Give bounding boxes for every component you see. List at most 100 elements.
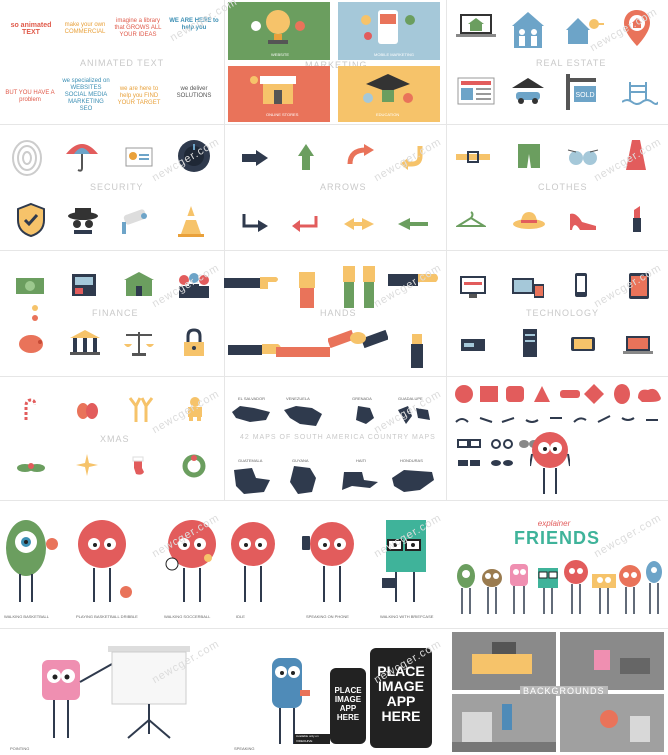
placeholder-line: APP xyxy=(339,704,357,713)
red-phone-character-icon xyxy=(302,522,354,602)
gingerbread-icon xyxy=(188,397,202,421)
blue-speaking-character-icon xyxy=(272,658,310,744)
map-shape-grenada xyxy=(356,406,374,424)
fingerprint-icon xyxy=(12,140,42,176)
section-title: CLOTHES xyxy=(538,182,588,192)
smartphone-icon xyxy=(575,273,587,297)
backgrounds-section: BACKGROUNDS xyxy=(446,628,668,755)
map-shape-guyana xyxy=(290,466,316,494)
text-sample-8: we deliver SOLUTIONS xyxy=(176,86,212,99)
umbrella-icon xyxy=(66,144,98,172)
arrow-u-turn-icon xyxy=(400,146,423,170)
placeholder-line: PLACE xyxy=(334,686,362,695)
traffic-cone-icon xyxy=(178,206,204,237)
sold-sign-icon: SOLD xyxy=(566,74,596,110)
monitor-shape xyxy=(492,642,516,654)
red-character-icon xyxy=(530,432,570,494)
map-shape-honduras xyxy=(392,470,434,492)
wreath-icon xyxy=(182,454,206,478)
character-label: POINTING xyxy=(10,746,30,751)
map-label: GRENADA xyxy=(352,396,372,401)
belt-icon xyxy=(456,151,490,163)
marketing-tile-education: EDUCATION xyxy=(338,66,440,122)
clothes-section: CLOTHES xyxy=(446,124,668,250)
placeholder-line: HERE xyxy=(381,708,421,724)
house-key-icon xyxy=(566,18,604,44)
shapes-icon xyxy=(455,384,661,404)
phone-frame xyxy=(330,668,366,744)
raised-hands-icon xyxy=(343,266,375,308)
placeholder-line: PLACE xyxy=(377,663,425,679)
maps-section: EL SALVADOR VENEZUELA GRENADA GUADALUPE … xyxy=(224,376,446,500)
text-sample-1: so animated TEXT xyxy=(10,22,52,36)
scales-icon xyxy=(124,332,154,356)
media-player-icon xyxy=(461,339,485,351)
padlock-icon xyxy=(184,328,204,356)
section-title: ANIMATED TEXT xyxy=(80,58,165,68)
tablet-screen-text: PLACE IMAGE APP HERE xyxy=(374,664,428,724)
furniture-shape xyxy=(620,658,650,674)
arrow-return-left-icon xyxy=(292,216,318,232)
arrow-left-icon xyxy=(398,218,428,230)
tablet-frame xyxy=(370,648,432,748)
arrow-curve-icon xyxy=(347,144,374,165)
divider xyxy=(0,250,668,251)
character-label: WALKING BASKETBALL xyxy=(4,614,49,619)
newspaper-icon xyxy=(457,77,495,105)
hands-section: HANDS xyxy=(224,250,446,376)
orange-arm-icon xyxy=(276,347,330,357)
marketing-tile-website: WEBSITE xyxy=(228,2,330,60)
location-pin-icon xyxy=(624,10,650,46)
map-label: VENEZUELA xyxy=(286,396,310,401)
section-title: ARROWS xyxy=(320,182,367,192)
id-card-icon xyxy=(125,147,153,167)
phone-mockup-section: PLACE IMAGE APP HERE PLACE IMAGE APP HER… xyxy=(224,628,446,755)
friends-group-icon xyxy=(457,560,662,614)
high-heel-icon xyxy=(570,213,596,230)
hand-down-icon xyxy=(411,334,423,368)
cash-icon xyxy=(16,278,44,294)
laptop-icon xyxy=(623,336,653,354)
security-camera-icon xyxy=(122,209,147,234)
placeholder-line: APP xyxy=(386,693,416,709)
map-shape-guatemala xyxy=(234,468,270,494)
background-thumb-office xyxy=(452,632,556,690)
shield-icon xyxy=(17,202,45,238)
graduation-cap-icon xyxy=(363,74,413,103)
garage-car-icon xyxy=(512,78,544,104)
map-label: HAITI xyxy=(356,458,367,463)
red-soccer-character-icon xyxy=(165,520,216,602)
arrow-bend-right-icon xyxy=(242,214,268,232)
shapes-kit-section xyxy=(446,376,668,500)
xmas-section: XMAS xyxy=(0,376,224,500)
section-title: BACKGROUNDS xyxy=(520,686,608,696)
holly-icon xyxy=(17,463,45,472)
svg-text:SOLD: SOLD xyxy=(575,92,594,99)
character-label: WALKING WITH BRIEFCASE xyxy=(380,614,434,619)
character-label: WALKING SOCCERBALL xyxy=(164,614,211,619)
projector-screen-icon xyxy=(108,646,190,739)
section-title: 42 MAPS OF SOUTH AMERICA COUNTRY MAPS xyxy=(240,434,436,441)
bank-building-icon xyxy=(124,272,154,296)
background-thumb-street xyxy=(452,694,556,752)
text-sample-6: we specialized on WEBSITES SOCIAL MEDIA … xyxy=(62,78,110,112)
background-thumb-room xyxy=(560,632,664,690)
star-icon xyxy=(76,454,98,476)
divider xyxy=(0,500,668,501)
sun-hat-icon xyxy=(513,212,545,229)
pointing-hand-icon xyxy=(224,277,278,289)
antlers-icon xyxy=(128,397,154,422)
friends-subtitle: explainer xyxy=(537,519,571,528)
bra-icon xyxy=(567,149,599,165)
red-round-character-icon xyxy=(78,520,132,602)
character-shape xyxy=(594,650,610,670)
map-label: GUADALUPE xyxy=(398,396,423,401)
arrows-section: ARROWS xyxy=(224,124,446,250)
arrow-double-right-icon xyxy=(344,218,374,230)
character-shape xyxy=(600,710,618,728)
map-label: GUYANA xyxy=(292,458,309,463)
tile-label: EDUCATION xyxy=(376,112,400,117)
spy-icon xyxy=(68,208,98,234)
shorts-icon xyxy=(518,144,540,168)
lipstick-icon xyxy=(633,206,641,232)
